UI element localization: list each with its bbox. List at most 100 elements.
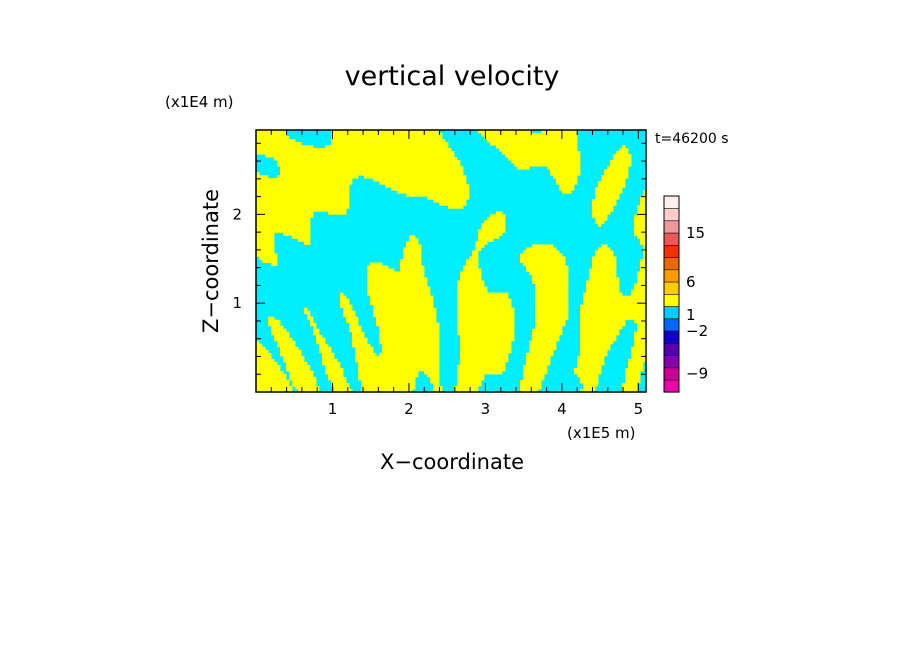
- field-cell: [286, 364, 290, 369]
- field-cell: [607, 196, 611, 200]
- field-cell: [556, 139, 560, 143]
- field-cell: [544, 316, 548, 321]
- field-cell: [454, 181, 458, 185]
- field-cell: [511, 154, 515, 158]
- field-cell: [457, 178, 461, 182]
- field-cell: [616, 325, 620, 330]
- field-cell: [463, 352, 467, 357]
- field-cell: [460, 364, 464, 369]
- field-cell: [514, 145, 518, 149]
- field-cell: [370, 169, 374, 173]
- field-cell: [319, 205, 323, 209]
- field-cell: [529, 247, 533, 251]
- field-cell: [502, 340, 506, 345]
- field-cell: [460, 325, 464, 330]
- field-cell: [319, 340, 323, 345]
- field-cell: [277, 334, 281, 339]
- field-cell: [610, 265, 614, 269]
- field-cell: [451, 151, 455, 155]
- field-cell: [613, 295, 617, 300]
- field-cell: [394, 331, 398, 336]
- field-cell: [394, 292, 398, 297]
- field-cell: [436, 325, 440, 330]
- field-cell: [526, 133, 530, 137]
- field-cell: [322, 181, 326, 185]
- field-cell: [283, 175, 287, 179]
- field-cell: [613, 292, 617, 297]
- field-cell: [571, 172, 575, 176]
- field-cell: [493, 235, 497, 239]
- field-cell: [418, 169, 422, 173]
- field-cell: [565, 274, 569, 278]
- field-cell: [358, 352, 362, 357]
- field-cell: [538, 250, 542, 254]
- field-cell: [430, 313, 434, 318]
- field-cell: [469, 259, 473, 263]
- field-cell: [643, 340, 647, 345]
- field-cell: [610, 205, 614, 209]
- field-cell: [478, 349, 482, 354]
- field-cell: [562, 151, 566, 155]
- field-cell: [637, 226, 641, 230]
- field-cell: [292, 229, 296, 233]
- field-cell: [388, 163, 392, 167]
- field-cell: [535, 289, 539, 294]
- field-cell: [415, 244, 419, 248]
- field-cell: [295, 208, 299, 212]
- field-cell: [298, 187, 302, 191]
- field-cell: [397, 304, 401, 309]
- field-cell: [370, 265, 374, 269]
- field-cell: [607, 247, 611, 251]
- field-cell: [595, 271, 599, 275]
- field-cell: [526, 259, 530, 263]
- field-cell: [310, 181, 314, 185]
- field-cell: [481, 352, 485, 357]
- field-cell: [349, 307, 353, 312]
- field-cell: [523, 157, 527, 161]
- field-cell: [475, 343, 479, 348]
- field-cell: [265, 220, 269, 224]
- field-cell: [562, 322, 566, 327]
- field-cell: [283, 334, 287, 339]
- field-cell: [265, 193, 269, 197]
- field-cell: [595, 214, 599, 218]
- field-cell: [289, 187, 293, 191]
- field-cell: [286, 358, 290, 363]
- field-cell: [481, 310, 485, 315]
- field-cell: [397, 301, 401, 306]
- field-cell: [274, 202, 278, 206]
- field-cell: [481, 244, 485, 248]
- field-cell: [403, 274, 407, 278]
- field-cell: [421, 157, 425, 161]
- field-cell: [523, 250, 527, 254]
- field-cell: [637, 211, 641, 215]
- field-cell: [643, 349, 647, 354]
- field-cell: [367, 358, 371, 363]
- field-cell: [307, 208, 311, 212]
- field-cell: [592, 337, 596, 342]
- field-cell: [340, 154, 344, 158]
- field-cell: [460, 196, 464, 200]
- field-cell: [553, 310, 557, 315]
- field-cell: [436, 355, 440, 360]
- field-cell: [271, 232, 275, 236]
- field-cell: [430, 151, 434, 155]
- field-cell: [586, 286, 590, 291]
- field-cell: [625, 313, 629, 318]
- field-cell: [436, 178, 440, 182]
- field-cell: [295, 346, 299, 351]
- field-cell: [550, 337, 554, 342]
- field-cell: [268, 238, 272, 242]
- field-cell: [421, 193, 425, 197]
- field-cell: [640, 310, 644, 315]
- field-cell: [295, 199, 299, 203]
- field-cell: [283, 352, 287, 357]
- field-cell: [343, 193, 347, 197]
- field-cell: [430, 328, 434, 333]
- field-cell: [436, 184, 440, 188]
- field-cell: [259, 178, 263, 182]
- field-cell: [385, 292, 389, 297]
- field-cell: [505, 319, 509, 324]
- field-cell: [409, 250, 413, 254]
- field-cell: [397, 151, 401, 155]
